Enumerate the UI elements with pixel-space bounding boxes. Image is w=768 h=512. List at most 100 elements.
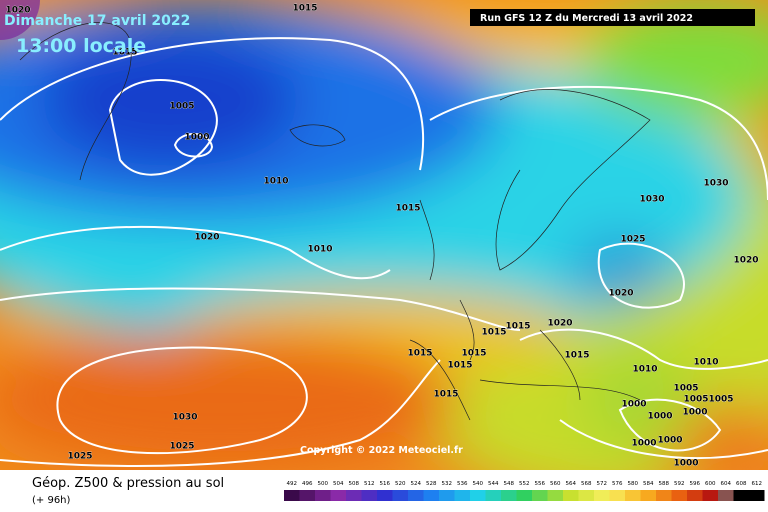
scale-swatch bbox=[671, 490, 687, 501]
scale-label: 556 bbox=[535, 481, 546, 487]
scale-swatch bbox=[563, 490, 579, 501]
isobar-label: 1025 bbox=[67, 452, 92, 462]
isobar-label: 1015 bbox=[395, 204, 420, 214]
scale-swatch bbox=[454, 490, 470, 501]
scale-swatch bbox=[718, 490, 734, 501]
isobar-label: 1020 bbox=[733, 256, 758, 266]
isobar-label: 1000 bbox=[673, 459, 698, 469]
scale-label: 552 bbox=[519, 481, 530, 487]
isobar-label: 1020 bbox=[5, 6, 30, 16]
scale-label: 564 bbox=[566, 481, 577, 487]
scale-swatch bbox=[439, 490, 455, 501]
scale-label: 596 bbox=[690, 481, 701, 487]
isobar-label: 1015 bbox=[292, 4, 317, 14]
isobar-label: 1010 bbox=[632, 365, 657, 375]
isobar-label: 1020 bbox=[608, 289, 633, 299]
isobar-label: 1010 bbox=[307, 245, 332, 255]
scale-label: 516 bbox=[380, 481, 391, 487]
run: Run GFS 12 Z du Mercredi 13 avril 2022 bbox=[480, 13, 693, 24]
isobar-label: 1030 bbox=[639, 195, 664, 205]
scale-swatch bbox=[299, 490, 315, 501]
scale-label: 540 bbox=[473, 481, 484, 487]
time: 13:00 locale bbox=[16, 35, 146, 57]
scale-swatch bbox=[578, 490, 594, 501]
isobar-label: 1005 bbox=[683, 395, 708, 405]
scale-swatch bbox=[284, 490, 300, 501]
scale-label: 608 bbox=[736, 481, 747, 487]
isobars bbox=[0, 37, 768, 467]
isobar-label: 1005 bbox=[708, 395, 733, 405]
scale-label: 576 bbox=[612, 481, 623, 487]
isobar-label: 1020 bbox=[547, 319, 572, 329]
scale-label: 544 bbox=[488, 481, 499, 487]
scale-label: 524 bbox=[411, 481, 422, 487]
isobar-label: 1000 bbox=[631, 439, 656, 449]
colorbar: 492 496 500 504 508 512 516 520 524 528 532 536 540 5… bbox=[284, 481, 765, 501]
isobar-label: 1005 bbox=[169, 102, 194, 112]
scale-label: 500 bbox=[318, 481, 329, 487]
isobar-label: 1030 bbox=[172, 413, 197, 423]
scale-swatch bbox=[485, 490, 501, 501]
scale-label: 528 bbox=[426, 481, 437, 487]
scale-label: 536 bbox=[457, 481, 468, 487]
scale-swatch bbox=[423, 490, 439, 501]
scale-swatch bbox=[501, 490, 517, 501]
scale-label: 512 bbox=[364, 481, 375, 487]
isobar-label: 1010 bbox=[263, 177, 288, 187]
isobar-label: 1020 bbox=[194, 233, 219, 243]
scale-swatch bbox=[532, 490, 548, 501]
scale-swatch bbox=[547, 490, 563, 501]
isobar-label: 1005 bbox=[673, 384, 698, 394]
scale-swatch bbox=[315, 490, 331, 501]
scale-label: 584 bbox=[643, 481, 654, 487]
scale-swatch bbox=[749, 490, 765, 501]
scale-label: 580 bbox=[628, 481, 639, 487]
isobar-label: 1010 bbox=[693, 358, 718, 368]
isobar-label: 1025 bbox=[169, 442, 194, 452]
scale-swatch bbox=[702, 490, 718, 501]
scale-swatch bbox=[408, 490, 424, 501]
isobar-label: 1015 bbox=[433, 390, 458, 400]
copyright: Copyright © 2022 Meteociel.fr bbox=[300, 445, 463, 456]
scale-swatch bbox=[470, 490, 486, 501]
scale-label: 504 bbox=[333, 481, 344, 487]
run-box bbox=[470, 9, 755, 26]
isobar-label: 1000 bbox=[621, 400, 646, 410]
scale-label: 612 bbox=[752, 481, 763, 487]
isobar-label: 1000 bbox=[682, 408, 707, 418]
scale-swatch bbox=[594, 490, 610, 501]
scale-label: 572 bbox=[597, 481, 608, 487]
scale-swatch bbox=[346, 490, 362, 501]
scale-swatch bbox=[330, 490, 346, 501]
isobar-label: 1015 bbox=[481, 328, 506, 338]
scale-label: 568 bbox=[581, 481, 592, 487]
scale-swatch bbox=[609, 490, 625, 501]
isobar-label: 1000 bbox=[657, 436, 682, 446]
scale-label: 600 bbox=[705, 481, 716, 487]
legend-lead: (+ 96h) bbox=[32, 495, 71, 506]
scale-swatch bbox=[392, 490, 408, 501]
isobar-label: 1000 bbox=[647, 412, 672, 422]
scale-label: 560 bbox=[550, 481, 561, 487]
scale-swatch bbox=[687, 490, 703, 501]
scale-label: 532 bbox=[442, 481, 453, 487]
scale-swatch bbox=[516, 490, 532, 501]
scale-swatch bbox=[625, 490, 641, 501]
isobar-label: 1015 bbox=[564, 351, 589, 361]
scale-swatch bbox=[377, 490, 393, 501]
scale-label: 496 bbox=[302, 481, 313, 487]
isobar-label: 1025 bbox=[620, 235, 645, 245]
scale-swatch bbox=[640, 490, 656, 501]
scale-label: 588 bbox=[659, 481, 670, 487]
scale-label: 604 bbox=[721, 481, 732, 487]
date: Dimanche 17 avril 2022 bbox=[4, 13, 190, 29]
isobar-label: 1015 bbox=[505, 322, 530, 332]
isobar-label: 1030 bbox=[703, 179, 728, 189]
scale-label: 592 bbox=[674, 481, 685, 487]
scale-label: 492 bbox=[287, 481, 298, 487]
scale-swatch bbox=[656, 490, 672, 501]
legend-title: Géop. Z500 & pression au sol bbox=[32, 476, 224, 491]
isobar-label: 1015 bbox=[407, 349, 432, 359]
